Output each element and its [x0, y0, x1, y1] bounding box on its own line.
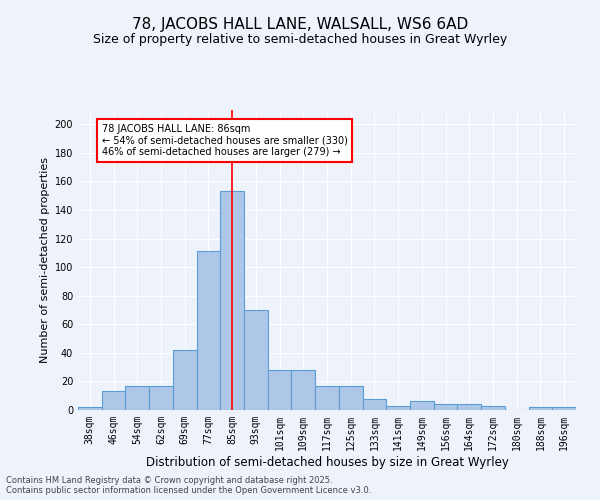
- Text: 78, JACOBS HALL LANE, WALSALL, WS6 6AD: 78, JACOBS HALL LANE, WALSALL, WS6 6AD: [132, 18, 468, 32]
- Bar: [220, 192, 244, 410]
- X-axis label: Distribution of semi-detached houses by size in Great Wyrley: Distribution of semi-detached houses by …: [146, 456, 508, 468]
- Bar: [125, 386, 149, 410]
- Bar: [457, 404, 481, 410]
- Bar: [434, 404, 457, 410]
- Bar: [362, 398, 386, 410]
- Y-axis label: Number of semi-detached properties: Number of semi-detached properties: [40, 157, 50, 363]
- Bar: [552, 407, 576, 410]
- Bar: [268, 370, 292, 410]
- Bar: [339, 386, 362, 410]
- Bar: [410, 402, 434, 410]
- Bar: [529, 407, 552, 410]
- Bar: [292, 370, 315, 410]
- Bar: [102, 392, 125, 410]
- Bar: [78, 407, 102, 410]
- Bar: [149, 386, 173, 410]
- Text: Contains HM Land Registry data © Crown copyright and database right 2025.
Contai: Contains HM Land Registry data © Crown c…: [6, 476, 371, 495]
- Bar: [173, 350, 197, 410]
- Text: Size of property relative to semi-detached houses in Great Wyrley: Size of property relative to semi-detach…: [93, 32, 507, 46]
- Bar: [244, 310, 268, 410]
- Bar: [386, 406, 410, 410]
- Text: 78 JACOBS HALL LANE: 86sqm
← 54% of semi-detached houses are smaller (330)
46% o: 78 JACOBS HALL LANE: 86sqm ← 54% of semi…: [102, 124, 347, 158]
- Bar: [197, 252, 220, 410]
- Bar: [315, 386, 339, 410]
- Bar: [481, 406, 505, 410]
